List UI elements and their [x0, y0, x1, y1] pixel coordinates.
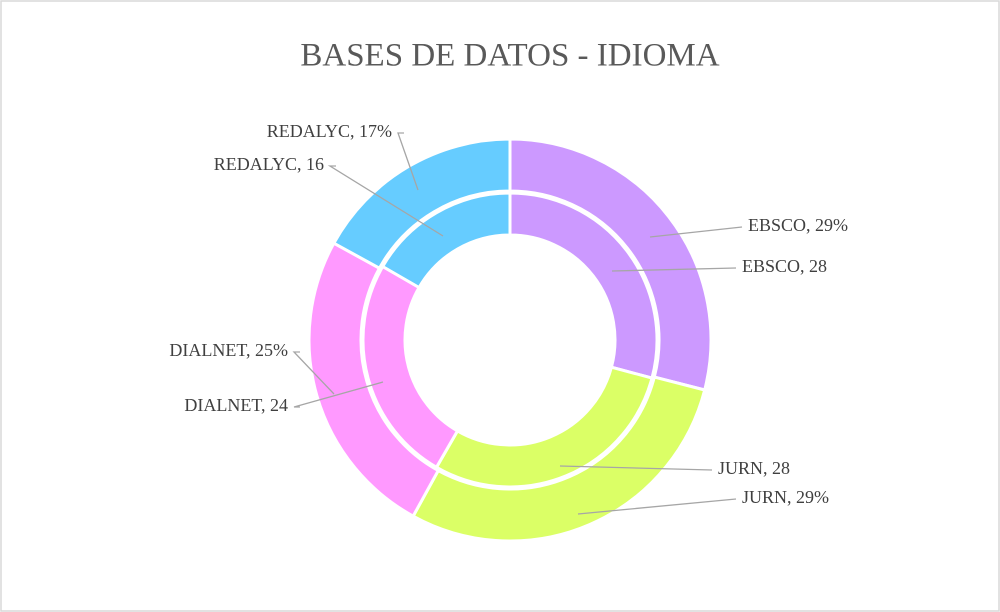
leader-line — [577, 498, 737, 515]
leader-line — [292, 351, 335, 395]
leader-line — [611, 267, 737, 272]
chart-title: BASES DE DATOS - IDIOMA — [300, 38, 719, 74]
doughnut-slice — [380, 191, 512, 290]
leader-line — [559, 465, 713, 471]
leader-line — [327, 165, 444, 237]
data-label: REDALYC, 17% — [267, 121, 392, 141]
data-label: DIALNET, 24 — [184, 395, 288, 415]
doughnut-slice — [331, 137, 512, 271]
data-label: JURN, 28 — [718, 458, 790, 478]
leader-line — [397, 132, 419, 191]
data-label: DIALNET, 25% — [169, 340, 288, 360]
data-label: JURN, 29% — [742, 487, 829, 507]
leader-line — [293, 381, 384, 408]
data-label: EBSCO, 28 — [742, 256, 827, 276]
data-label: EBSCO, 29% — [748, 215, 848, 235]
data-label: REDALYC, 16 — [214, 154, 324, 174]
leader-line — [649, 226, 743, 238]
